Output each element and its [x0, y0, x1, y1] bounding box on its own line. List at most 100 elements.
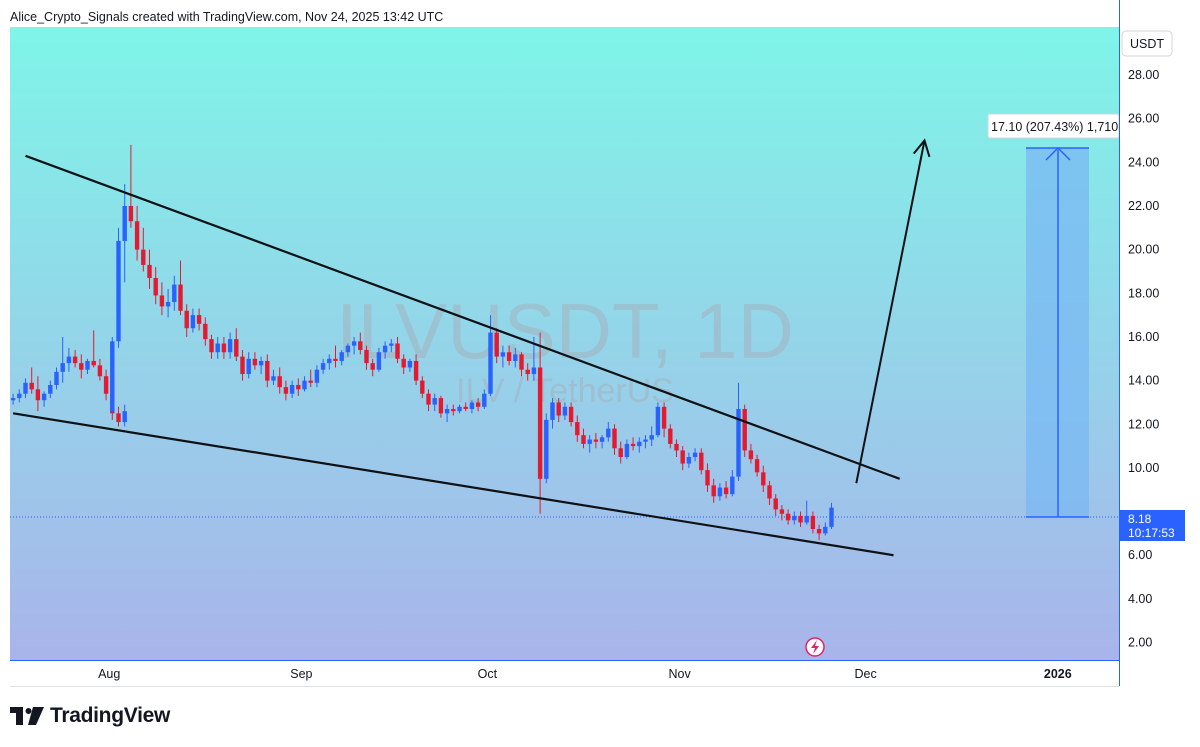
- candle[interactable]: [655, 402, 661, 438]
- candle[interactable]: [165, 288, 171, 318]
- candle[interactable]: [345, 343, 351, 357]
- candle[interactable]: [575, 415, 580, 442]
- candle[interactable]: [568, 402, 574, 427]
- candle[interactable]: [97, 358, 103, 381]
- chart-pane[interactable]: [10, 27, 1119, 660]
- candle[interactable]: [544, 413, 549, 484]
- candle[interactable]: [475, 398, 481, 412]
- candle[interactable]: [717, 483, 723, 501]
- candle[interactable]: [506, 345, 512, 366]
- candle[interactable]: [420, 376, 425, 399]
- candle[interactable]: [103, 369, 109, 401]
- candle[interactable]: [72, 350, 78, 368]
- candle[interactable]: [643, 435, 648, 449]
- candle[interactable]: [215, 336, 220, 359]
- candle[interactable]: [10, 393, 16, 405]
- candle[interactable]: [637, 437, 642, 453]
- candle[interactable]: [17, 389, 22, 403]
- time-axis[interactable]: Aug Sep Oct Nov Dec 2026: [98, 667, 1072, 681]
- candle[interactable]: [134, 205, 140, 261]
- candle[interactable]: [91, 330, 96, 368]
- candle[interactable]: [401, 354, 406, 375]
- price-axis-bg[interactable]: [1119, 0, 1200, 747]
- candle[interactable]: [804, 500, 809, 525]
- candle[interactable]: [79, 354, 84, 379]
- candle[interactable]: [246, 352, 251, 379]
- trendline-lower[interactable]: [12, 412, 894, 557]
- candle[interactable]: [599, 435, 605, 449]
- candle[interactable]: [550, 398, 555, 429]
- candle[interactable]: [444, 404, 450, 423]
- candle[interactable]: [451, 404, 456, 416]
- candle[interactable]: [66, 347, 72, 372]
- candle[interactable]: [41, 391, 47, 407]
- candle[interactable]: [389, 339, 394, 353]
- candle[interactable]: [457, 404, 462, 414]
- candle[interactable]: [407, 358, 413, 372]
- candlestick-series[interactable]: [10, 144, 834, 540]
- candle[interactable]: [296, 378, 301, 396]
- candle[interactable]: [810, 511, 816, 534]
- candle[interactable]: [829, 502, 834, 530]
- candle[interactable]: [234, 328, 239, 361]
- candle[interactable]: [190, 308, 196, 333]
- candle[interactable]: [767, 481, 772, 506]
- candle[interactable]: [494, 328, 499, 364]
- candle[interactable]: [382, 341, 388, 359]
- candle[interactable]: [351, 336, 357, 355]
- candle[interactable]: [785, 509, 791, 525]
- candle[interactable]: [736, 382, 741, 482]
- candle[interactable]: [320, 358, 326, 375]
- candle[interactable]: [562, 402, 568, 420]
- candle[interactable]: [395, 336, 400, 364]
- candle[interactable]: [203, 317, 208, 346]
- candle[interactable]: [612, 424, 617, 455]
- candle[interactable]: [482, 389, 487, 409]
- candle[interactable]: [283, 380, 289, 401]
- candle[interactable]: [289, 380, 295, 399]
- candle[interactable]: [196, 308, 202, 331]
- candle[interactable]: [525, 363, 530, 381]
- candle[interactable]: [184, 304, 189, 337]
- candle[interactable]: [699, 448, 704, 475]
- candle[interactable]: [674, 439, 679, 458]
- candle[interactable]: [227, 332, 233, 359]
- candle[interactable]: [358, 332, 363, 355]
- candle[interactable]: [618, 441, 623, 464]
- candle[interactable]: [748, 443, 754, 464]
- candle[interactable]: [128, 144, 134, 228]
- candle[interactable]: [816, 524, 822, 540]
- candle[interactable]: [761, 465, 766, 492]
- currency-button[interactable]: [1121, 30, 1173, 57]
- candle[interactable]: [60, 336, 65, 383]
- candle[interactable]: [581, 428, 586, 449]
- candle[interactable]: [513, 347, 518, 368]
- candle[interactable]: [773, 494, 778, 516]
- candle[interactable]: [116, 406, 121, 427]
- candle[interactable]: [178, 260, 183, 316]
- candle[interactable]: [23, 378, 28, 399]
- candle[interactable]: [692, 448, 698, 462]
- candle[interactable]: [339, 350, 344, 366]
- time-axis-bg[interactable]: [0, 660, 1200, 747]
- candle[interactable]: [519, 352, 524, 377]
- candle[interactable]: [469, 400, 475, 414]
- candle[interactable]: [364, 345, 369, 370]
- candle[interactable]: [376, 347, 382, 372]
- candle[interactable]: [54, 367, 59, 390]
- candle[interactable]: [500, 345, 506, 368]
- candle[interactable]: [314, 365, 320, 388]
- candle[interactable]: [798, 511, 803, 527]
- candle[interactable]: [147, 249, 152, 289]
- candle[interactable]: [122, 184, 127, 283]
- candle[interactable]: [265, 354, 270, 388]
- candle[interactable]: [742, 404, 747, 458]
- candle[interactable]: [649, 426, 654, 447]
- price-axis[interactable]: 28.00 26.00 24.00 22.00 20.00 18.00 16.00 14.00…: [1128, 68, 1159, 650]
- candle[interactable]: [240, 350, 245, 381]
- projection-arrow[interactable]: [855, 138, 931, 484]
- candle[interactable]: [668, 424, 673, 449]
- candle[interactable]: [35, 376, 41, 412]
- candle[interactable]: [606, 422, 611, 442]
